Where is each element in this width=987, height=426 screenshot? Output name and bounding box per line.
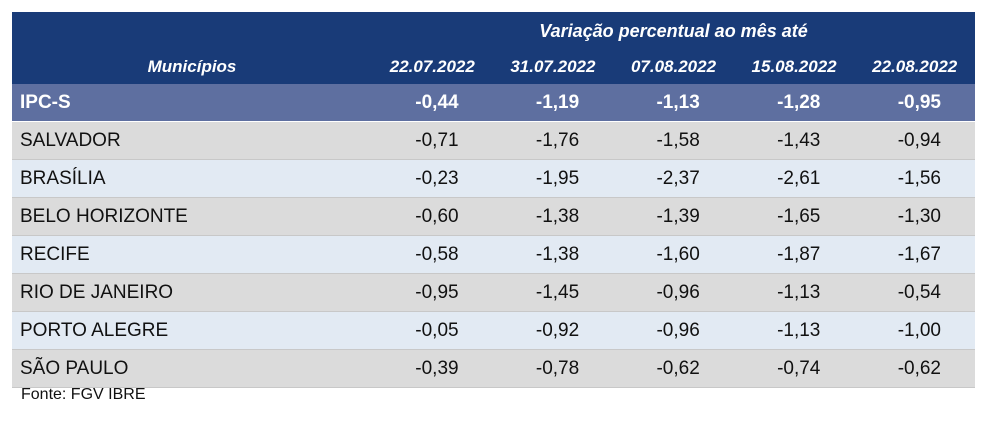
cell-value: -0,62: [613, 349, 734, 388]
table-row: RECIFE -0,58 -1,38 -1,60 -1,87 -1,67: [12, 235, 975, 274]
column-header-date: 22.08.2022: [854, 50, 975, 84]
cell-value: -2,61: [733, 159, 855, 198]
source-note: Fonte: FGV IBRE: [21, 386, 146, 403]
cell-value: -0,95: [372, 273, 493, 312]
cell-value: -0,60: [372, 197, 493, 236]
cell-value: -0,71: [372, 121, 493, 160]
group-title: Variação percentual ao mês até: [372, 12, 975, 50]
cell-value: -0,58: [372, 235, 493, 274]
cell-value: -1,60: [613, 235, 734, 274]
cell-value: -1,38: [492, 197, 614, 236]
row-name: BELO HORIZONTE: [12, 197, 372, 236]
cell-value: -1,30: [854, 197, 975, 236]
cell-value: -1,13: [733, 273, 855, 312]
table-row: RIO DE JANEIRO -0,95 -1,45 -0,96 -1,13 -…: [12, 273, 975, 312]
cell-value: -1,19: [492, 84, 614, 122]
cell-value: -0,95: [854, 84, 975, 122]
row-name: PORTO ALEGRE: [12, 311, 372, 350]
cell-value: -2,37: [613, 159, 734, 198]
cell-value: -0,92: [492, 311, 614, 350]
ipc-s-table: Variação percentual ao mês até Município…: [12, 12, 975, 388]
cell-value: -1,13: [733, 311, 855, 350]
cell-value: -1,45: [492, 273, 614, 312]
cell-value: -1,38: [492, 235, 614, 274]
cell-value: -1,56: [854, 159, 975, 198]
cell-value: -1,00: [854, 311, 975, 350]
cell-value: -1,95: [492, 159, 614, 198]
column-header-date: 22.07.2022: [372, 50, 493, 84]
cell-value: -0,96: [613, 273, 734, 312]
table-header: Variação percentual ao mês até Município…: [12, 12, 975, 84]
column-header-date: 31.07.2022: [492, 50, 614, 84]
cell-value: -0,44: [372, 84, 493, 122]
cell-value: -0,96: [613, 311, 734, 350]
cell-value: -0,62: [854, 349, 975, 388]
table-row: SÃO PAULO -0,39 -0,78 -0,62 -0,74 -0,62: [12, 349, 975, 388]
cell-value: -0,78: [492, 349, 614, 388]
cell-value: -0,05: [372, 311, 493, 350]
column-header-date: 07.08.2022: [613, 50, 734, 84]
column-header-municipios: Municípios: [12, 50, 372, 84]
cell-value: -1,65: [733, 197, 855, 236]
cell-value: -0,23: [372, 159, 493, 198]
table-row: BELO HORIZONTE -0,60 -1,38 -1,39 -1,65 -…: [12, 197, 975, 236]
cell-value: -1,28: [733, 84, 855, 122]
cell-value: -0,54: [854, 273, 975, 312]
row-name: RIO DE JANEIRO: [12, 273, 372, 312]
table-row: BRASÍLIA -0,23 -1,95 -2,37 -2,61 -1,56: [12, 159, 975, 198]
row-name: SÃO PAULO: [12, 349, 372, 388]
table-body: IPC-S -0,44 -1,19 -1,13 -1,28 -0,95 SALV…: [12, 84, 975, 388]
ipc-s-table-container: Variação percentual ao mês até Município…: [12, 12, 975, 388]
header-empty-cell: [12, 12, 372, 50]
table-row-ipc-s: IPC-S -0,44 -1,19 -1,13 -1,28 -0,95: [12, 84, 975, 122]
table-row: SALVADOR -0,71 -1,76 -1,58 -1,43 -0,94: [12, 121, 975, 160]
cell-value: -1,39: [613, 197, 734, 236]
table-row: PORTO ALEGRE -0,05 -0,92 -0,96 -1,13 -1,…: [12, 311, 975, 350]
cell-value: -0,94: [854, 121, 975, 160]
row-name: RECIFE: [12, 235, 372, 274]
cell-value: -1,13: [613, 84, 734, 122]
cell-value: -1,43: [733, 121, 855, 160]
cell-value: -1,87: [733, 235, 855, 274]
cell-value: -0,39: [372, 349, 493, 388]
column-header-date: 15.08.2022: [733, 50, 855, 84]
row-name: BRASÍLIA: [12, 159, 372, 198]
row-name: SALVADOR: [12, 121, 372, 160]
cell-value: -1,58: [613, 121, 734, 160]
cell-value: -1,67: [854, 235, 975, 274]
cell-value: -0,74: [733, 349, 855, 388]
row-name: IPC-S: [12, 84, 372, 122]
cell-value: -1,76: [492, 121, 614, 160]
